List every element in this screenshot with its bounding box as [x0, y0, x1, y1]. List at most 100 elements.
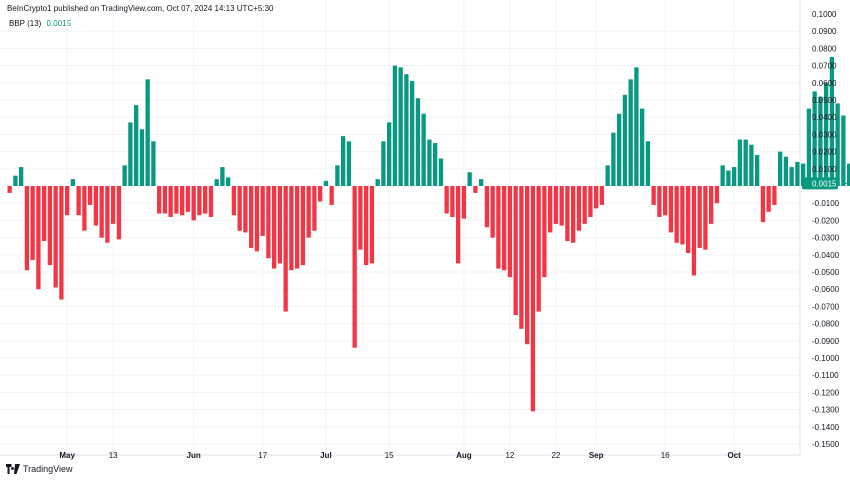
histogram-bar [387, 122, 392, 186]
histogram-bar [605, 165, 610, 186]
x-tick-label: Sep [589, 451, 604, 460]
histogram-bar [686, 186, 691, 254]
histogram-bar [680, 186, 685, 245]
x-tick-label: Oct [727, 451, 741, 460]
y-tick-label: -0.0600 [812, 285, 840, 294]
histogram-bar [13, 175, 18, 186]
y-tick-label: 0.0400 [812, 113, 837, 122]
x-tick-label: 12 [505, 451, 514, 460]
histogram-bar [806, 108, 812, 186]
histogram-bar [479, 179, 484, 186]
histogram-bar [30, 186, 35, 260]
histogram-bar [260, 186, 265, 236]
histogram-bar [208, 186, 214, 217]
histogram-bar [249, 186, 254, 248]
y-tick-label: 0.0900 [812, 27, 837, 36]
histogram-bar [111, 186, 116, 224]
histogram-bar [801, 163, 806, 186]
y-tick-label: 0.0200 [812, 148, 837, 157]
histogram-bar [42, 186, 47, 242]
histogram-bar [151, 141, 156, 186]
histogram-bar [720, 165, 725, 186]
x-tick-label: Aug [456, 451, 472, 460]
histogram-bar [36, 186, 41, 290]
histogram-bar [496, 186, 501, 269]
y-tick-label: -0.0700 [812, 302, 840, 311]
histogram-bar [565, 186, 570, 242]
histogram-bar [381, 141, 386, 186]
histogram-bar [588, 186, 593, 217]
y-tick-label: 0.0500 [812, 96, 837, 105]
histogram-bar [617, 113, 622, 186]
histogram-bar [180, 186, 185, 216]
histogram-bar [513, 186, 518, 315]
histogram-bar [243, 186, 248, 233]
histogram-bar [415, 98, 421, 186]
histogram-bar [818, 96, 823, 186]
chart-header: BeInCrypto1 published on TradingView.com… [7, 4, 274, 13]
histogram-bar [484, 186, 490, 228]
histogram-bar [674, 186, 679, 243]
x-tick-label: May [59, 451, 75, 460]
histogram-bar [766, 186, 771, 212]
histogram-bar [231, 186, 237, 216]
histogram-bar [691, 186, 697, 276]
histogram-bar [24, 186, 30, 271]
last-value-label: 0.0015 [812, 179, 837, 188]
histogram-bar [375, 179, 380, 186]
y-tick-label: -0.1200 [812, 388, 840, 397]
histogram-bar [507, 186, 513, 278]
time-axis[interactable]: May 13 Jun 17 Jul 15 Aug 12 22 Sep 16 Oct [59, 451, 741, 460]
histogram-bar [433, 143, 438, 186]
histogram-bar [312, 186, 317, 231]
histogram-bar [289, 186, 294, 271]
histogram-bar [70, 179, 76, 186]
histogram-bar [358, 186, 363, 250]
y-tick-label: 0.0300 [812, 130, 837, 139]
histogram-bar [427, 139, 432, 186]
indicator-legend[interactable]: BBP (13) 0.0015 [9, 19, 71, 28]
tradingview-logo-icon [6, 464, 20, 474]
x-tick-label: Jun [187, 451, 201, 460]
histogram-bar [657, 186, 662, 217]
histogram-bar [283, 186, 288, 312]
bbp-histogram-chart[interactable]: 0.0900 0.0800 0.0700 0.0600 0.0500 0.0400 0.03… [0, 0, 850, 462]
histogram-bar [622, 94, 628, 186]
histogram-bar [329, 186, 334, 205]
histogram-bar [197, 186, 202, 216]
histogram-bar [237, 186, 242, 231]
histogram-bar [168, 186, 173, 217]
histogram-bar [847, 163, 850, 186]
y-tick-label: -0.1100 [812, 371, 839, 380]
histogram-bar [640, 108, 645, 186]
histogram-bar [450, 186, 455, 217]
histogram-bar [139, 129, 145, 186]
histogram-bar [599, 186, 605, 205]
footer-brand[interactable]: TradingView [6, 464, 73, 474]
y-tick-label: 0.0700 [812, 62, 837, 71]
x-tick-label: 22 [551, 451, 560, 460]
histogram-bar [456, 186, 461, 264]
histogram-bar [19, 167, 24, 186]
histogram-bar [812, 91, 817, 186]
histogram-bar [490, 186, 495, 238]
histogram-bar [582, 186, 587, 224]
price-axis[interactable]: 0.0900 0.0800 0.0700 0.0600 0.0500 0.0400 0.03… [812, 10, 840, 449]
x-tick-label: 16 [661, 451, 670, 460]
histogram-bar [214, 179, 219, 186]
histogram-bar [743, 139, 748, 186]
histogram-bar [421, 113, 426, 186]
histogram-bar [364, 186, 369, 266]
histogram-bar [162, 186, 168, 214]
grid-lines [0, 0, 800, 455]
histogram-bar [295, 186, 300, 269]
histogram-bar [335, 165, 340, 186]
histogram-bar [59, 186, 64, 300]
histogram-bar [726, 170, 731, 186]
histogram-bar [277, 186, 283, 264]
histogram-bar [841, 115, 846, 186]
histogram-bar [65, 186, 70, 216]
indicator-value: 0.0015 [46, 19, 72, 28]
histogram-bar [611, 132, 616, 186]
histogram-bar [594, 186, 599, 209]
